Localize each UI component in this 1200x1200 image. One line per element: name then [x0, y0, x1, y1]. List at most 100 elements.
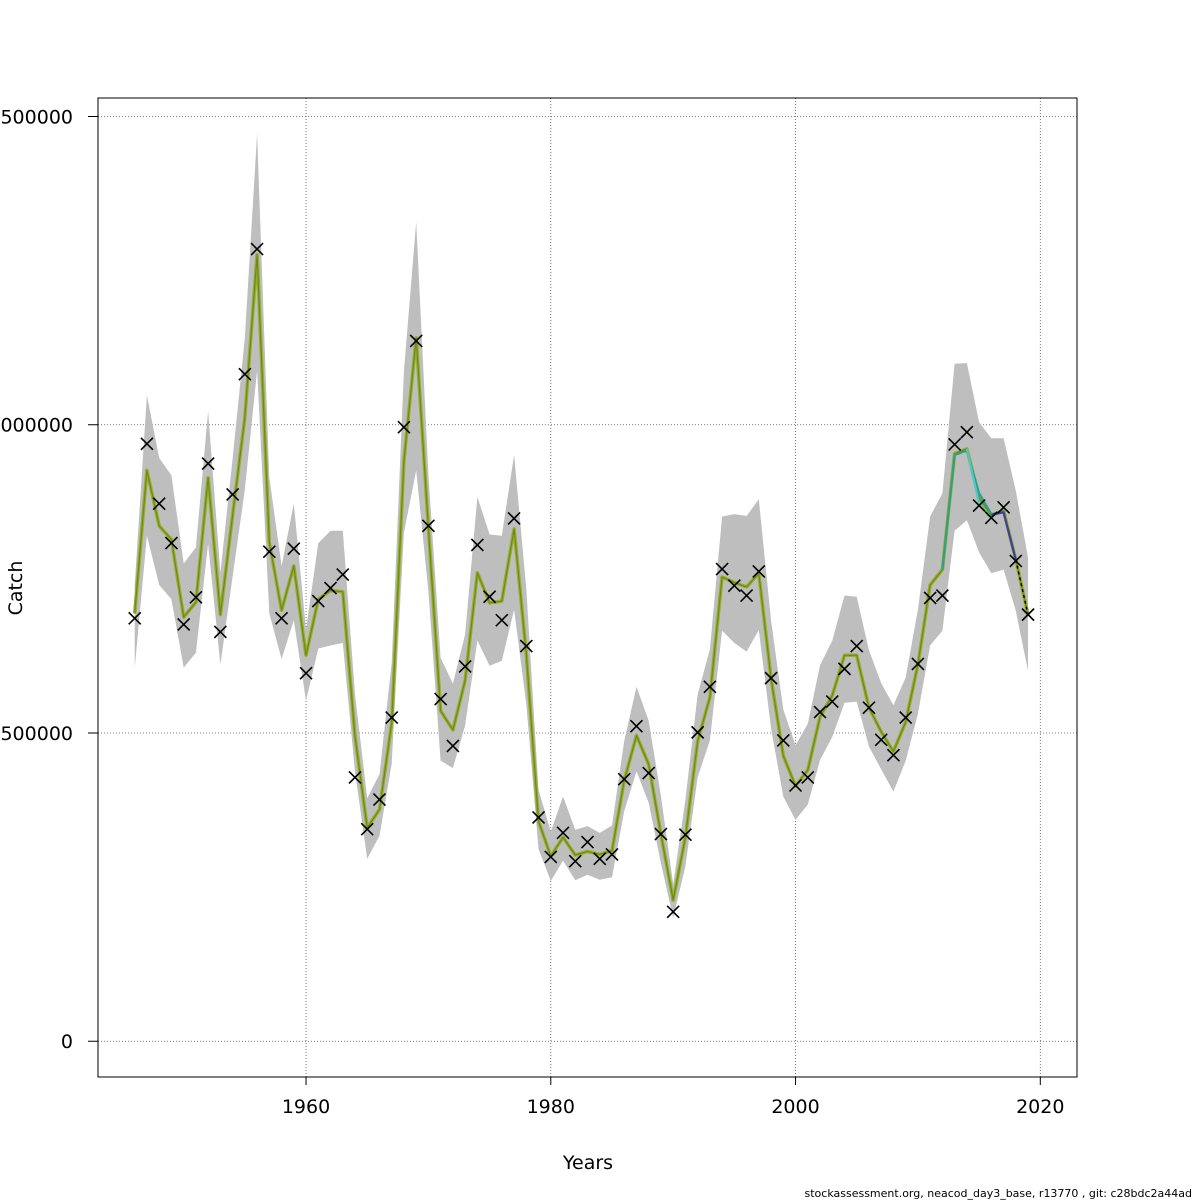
observed-catch-marker	[372, 793, 387, 807]
observed-catch-marker	[642, 766, 656, 780]
marker-stroke	[140, 437, 154, 451]
observed-catch-marker	[274, 611, 289, 625]
x-tick-label: 2020	[1016, 1096, 1064, 1118]
observed-catch-marker	[385, 711, 399, 725]
observed-catch-marker	[923, 591, 937, 605]
observed-catch-marker	[948, 437, 962, 452]
x-tick-label: 1960	[282, 1096, 330, 1118]
observed-catch-marker	[177, 617, 191, 632]
observed-catch-marker	[421, 519, 435, 533]
marker-stroke	[948, 437, 962, 452]
marker-stroke	[899, 711, 913, 725]
observed-catch-marker	[997, 500, 1011, 514]
observed-catch-marker	[238, 367, 252, 381]
observed-catch-marker	[531, 810, 546, 825]
observed-catch-marker	[666, 905, 680, 919]
series-line-layer	[132, 252, 1030, 902]
x-axis-title: Years	[562, 1152, 613, 1174]
marker-stroke	[580, 835, 595, 849]
observed-catch-marker	[1009, 554, 1023, 568]
observed-catch-marker	[984, 511, 998, 525]
observed-catch-marker	[201, 457, 215, 471]
marker-stroke	[385, 711, 399, 725]
marker-stroke	[813, 705, 827, 719]
y-tick-label: 1000000	[0, 415, 73, 437]
marker-stroke	[960, 425, 974, 439]
marker-stroke	[801, 770, 815, 784]
marker-stroke	[421, 519, 435, 533]
marker-stroke	[654, 827, 668, 841]
observed-catch-marker	[409, 334, 423, 348]
marker-stroke	[788, 778, 803, 792]
marker-stroke	[642, 766, 656, 780]
observed-catch-marker	[189, 590, 203, 604]
observed-catch-marker	[960, 425, 974, 439]
marker-stroke	[519, 639, 533, 653]
observed-catch-marker	[568, 854, 582, 868]
observed-catch-marker	[250, 242, 264, 256]
marker-stroke	[911, 657, 925, 671]
observed-catch-marker	[140, 437, 154, 451]
observed-catch-marker	[703, 680, 717, 694]
observed-catch-marker	[128, 611, 142, 625]
observed-catch-marker	[715, 562, 729, 576]
observed-catch-marker	[654, 827, 668, 841]
marker-stroke	[886, 748, 901, 762]
marker-stroke	[250, 242, 264, 256]
observed-catch-marker	[825, 694, 839, 709]
axes: 1960 1980 2000 2020 0 500000 1000000 1500000	[0, 106, 1064, 1118]
marker-stroke	[703, 680, 717, 694]
marker-stroke	[262, 545, 276, 559]
marker-stroke	[825, 694, 839, 709]
observed-catch-marker	[935, 588, 949, 603]
marker-stroke	[850, 639, 864, 653]
marker-stroke	[629, 719, 644, 733]
marker-stroke	[128, 611, 142, 625]
marker-stroke	[715, 562, 729, 576]
observed-catch-marker	[788, 778, 803, 792]
observed-catch-marker	[886, 748, 901, 762]
marker-stroke	[323, 581, 338, 595]
marker-stroke	[617, 772, 631, 786]
marker-stroke	[226, 487, 240, 501]
observed-catch-marker	[617, 772, 631, 786]
footer-credit: stockassessment.org, neacod_day3_base, r…	[805, 1187, 1193, 1200]
marker-stroke	[152, 497, 166, 511]
observed-catch-marker	[874, 733, 888, 747]
marker-stroke	[544, 850, 558, 864]
marker-stroke	[507, 511, 521, 526]
observed-catch-marker	[556, 826, 570, 840]
observed-catch-marker	[287, 542, 301, 556]
marker-stroke	[923, 591, 937, 605]
marker-stroke	[458, 659, 472, 673]
observed-catch-marker	[311, 594, 325, 608]
observed-catch-marker	[776, 733, 790, 747]
observed-catch-marker	[226, 487, 240, 501]
y-tick-label: 500000	[0, 723, 73, 745]
observed-catch-marker	[470, 538, 484, 552]
observed-catch-marker	[458, 659, 472, 673]
marker-stroke	[213, 625, 227, 639]
marker-stroke	[311, 594, 325, 608]
marker-stroke	[837, 662, 852, 676]
observed-catch-marker	[336, 567, 350, 582]
marker-stroke	[984, 511, 998, 525]
observed-catch-marker	[323, 581, 338, 595]
observed-marker-layer	[128, 242, 1035, 919]
plot-frame	[97, 97, 1078, 1078]
marker-stroke	[372, 793, 387, 807]
observed-catch-marker	[837, 662, 852, 676]
marker-stroke	[238, 367, 252, 381]
marker-stroke	[299, 666, 313, 680]
observed-catch-marker	[213, 625, 227, 639]
observed-catch-marker	[519, 639, 533, 653]
observed-catch-marker	[605, 847, 619, 862]
observed-catch-marker	[397, 420, 411, 434]
marker-stroke	[164, 536, 178, 550]
observed-catch-marker	[262, 545, 276, 559]
marker-stroke	[862, 701, 876, 715]
observed-catch-marker	[629, 719, 644, 733]
observed-catch-marker	[299, 666, 313, 680]
observed-catch-marker	[850, 639, 864, 653]
observed-catch-marker	[348, 770, 362, 784]
